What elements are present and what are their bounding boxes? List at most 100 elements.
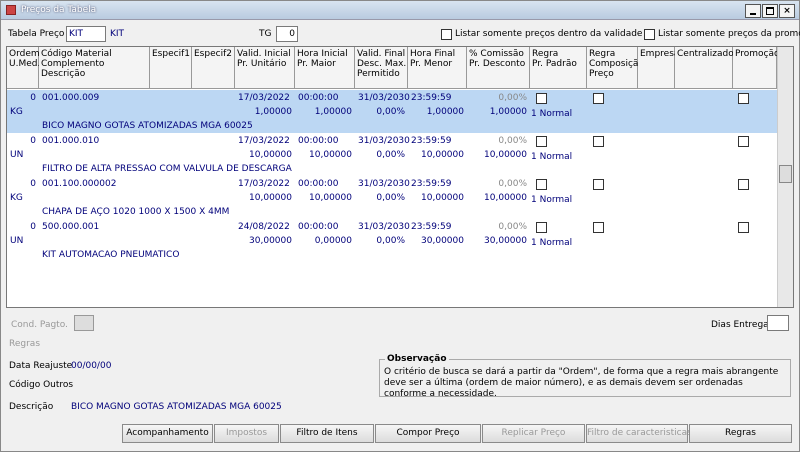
cell: 00:00:00 bbox=[298, 136, 339, 146]
row[interactable] bbox=[7, 133, 777, 176]
button[interactable]: Regras bbox=[689, 424, 792, 443]
label: Listar somente preços dentro da validade bbox=[455, 29, 643, 39]
cell: 1 Normal bbox=[531, 109, 573, 119]
cell: 1 Normal bbox=[531, 195, 573, 205]
close-button[interactable]: × bbox=[779, 4, 795, 18]
cell: 0,00000 bbox=[314, 236, 352, 246]
column-header: % Comissão Pr. Desconto bbox=[467, 47, 530, 89]
maximize-button[interactable] bbox=[762, 4, 778, 18]
checkbox[interactable] bbox=[738, 179, 749, 190]
header-text: Especif2 bbox=[194, 49, 232, 59]
app-icon bbox=[6, 5, 16, 15]
cell: 10,00000 bbox=[484, 150, 527, 160]
cell: 24/08/2022 bbox=[238, 222, 290, 232]
cell: 001.000.009 bbox=[42, 93, 100, 103]
cell: 0,00% bbox=[498, 93, 527, 103]
cell: 30,00000 bbox=[421, 236, 464, 246]
checkbox[interactable] bbox=[536, 136, 547, 147]
row[interactable] bbox=[7, 219, 777, 262]
cell: 0,00% bbox=[498, 136, 527, 146]
header-text: Pr. Padrão bbox=[532, 59, 577, 69]
cell: 23:59:59 bbox=[411, 222, 452, 232]
header-text: Hora Inicial bbox=[297, 49, 348, 59]
cell: CHAPA DE AÇO 1020 1000 X 1500 X 4MM bbox=[42, 207, 230, 217]
checkbox[interactable] bbox=[644, 29, 655, 40]
column-header: Centralizadora bbox=[675, 47, 743, 89]
label: Cond. Pagto. bbox=[11, 320, 68, 330]
cell: 1 Normal bbox=[531, 152, 573, 162]
column-header: Regra Pr. Padrão bbox=[530, 47, 587, 89]
scrollbar[interactable] bbox=[777, 47, 793, 307]
cell: 0 bbox=[30, 179, 36, 189]
header-text: Regra bbox=[532, 49, 559, 59]
label: Código Outros bbox=[9, 380, 74, 390]
header-text: Pr. Menor bbox=[410, 59, 453, 69]
button[interactable]: Filtro de caracteristicas bbox=[586, 424, 692, 443]
button[interactable]: Acompanhamento bbox=[122, 424, 213, 443]
cell: 17/03/2022 bbox=[238, 136, 290, 146]
input[interactable] bbox=[767, 315, 789, 331]
column-header: Hora Final Pr. Menor bbox=[408, 47, 467, 89]
group-title: Observação bbox=[385, 354, 449, 364]
cell: 0,00% bbox=[498, 179, 527, 189]
header-text: Ordem bbox=[9, 49, 40, 59]
cell: 001.100.000002 bbox=[42, 179, 117, 189]
cell: 0,00% bbox=[376, 193, 405, 203]
cell: FILTRO DE ALTA PRESSAO COM VALVULA DE DE… bbox=[42, 164, 292, 174]
checkbox[interactable] bbox=[593, 179, 604, 190]
row[interactable] bbox=[7, 176, 777, 219]
cell: 0 bbox=[30, 136, 36, 146]
header-text: Permitido bbox=[357, 69, 400, 79]
checkbox[interactable] bbox=[738, 93, 749, 104]
cell: 0 bbox=[30, 222, 36, 232]
header-text: Preço bbox=[589, 69, 614, 79]
cell: 10,00000 bbox=[484, 193, 527, 203]
header-text: Promoção bbox=[735, 49, 780, 59]
header-text: Composição bbox=[589, 59, 644, 69]
cell: 17/03/2022 bbox=[238, 179, 290, 189]
cell: 500.000.001 bbox=[42, 222, 100, 232]
checkbox[interactable] bbox=[593, 93, 604, 104]
input[interactable]: 0 bbox=[276, 26, 298, 42]
cell: 23:59:59 bbox=[411, 179, 452, 189]
checkbox[interactable] bbox=[536, 179, 547, 190]
checkbox[interactable] bbox=[441, 29, 452, 40]
cell: 10,00000 bbox=[249, 193, 292, 203]
text: O critério de busca se dará a partir da … bbox=[384, 367, 779, 399]
header-text: Hora Final bbox=[410, 49, 456, 59]
checkbox[interactable] bbox=[536, 93, 547, 104]
cell: KG bbox=[10, 107, 23, 117]
checkbox[interactable] bbox=[536, 222, 547, 233]
input[interactable] bbox=[74, 315, 94, 331]
cell: 1,00000 bbox=[426, 107, 464, 117]
label: Dias Entrega bbox=[711, 320, 769, 330]
cell: KIT AUTOMACAO PNEUMATICO bbox=[42, 250, 180, 260]
label: Tabela Preço bbox=[8, 29, 65, 39]
column-header: Valid. Final Desc. Max. Permitido bbox=[355, 47, 408, 89]
checkbox[interactable] bbox=[738, 136, 749, 147]
column-header: Regra Composição Preço bbox=[587, 47, 644, 89]
window-title: Preços da Tabela bbox=[21, 5, 97, 15]
label: TG bbox=[259, 29, 272, 39]
button[interactable]: Replicar Preço bbox=[482, 424, 585, 443]
checkbox[interactable] bbox=[593, 136, 604, 147]
cell: 31/03/2030 bbox=[358, 179, 410, 189]
header-text: Pr. Maior bbox=[297, 59, 336, 69]
input[interactable]: KIT bbox=[66, 26, 106, 42]
header-text: Pr. Unitário bbox=[237, 59, 287, 69]
cell: 31/03/2030 bbox=[358, 93, 410, 103]
cell: 00:00:00 bbox=[298, 93, 339, 103]
button[interactable]: Filtro de Itens bbox=[280, 424, 374, 443]
minimize-button[interactable] bbox=[745, 4, 761, 18]
checkbox[interactable] bbox=[593, 222, 604, 233]
cell: 0,00% bbox=[498, 222, 527, 232]
checkbox[interactable] bbox=[738, 222, 749, 233]
cell: 0,00% bbox=[376, 236, 405, 246]
button[interactable]: Impostos bbox=[214, 424, 279, 443]
cell: 10,00000 bbox=[421, 193, 464, 203]
cell: UN bbox=[10, 150, 24, 160]
row[interactable] bbox=[7, 90, 777, 133]
button[interactable]: Compor Preço bbox=[375, 424, 481, 443]
label: Descrição bbox=[9, 402, 54, 412]
